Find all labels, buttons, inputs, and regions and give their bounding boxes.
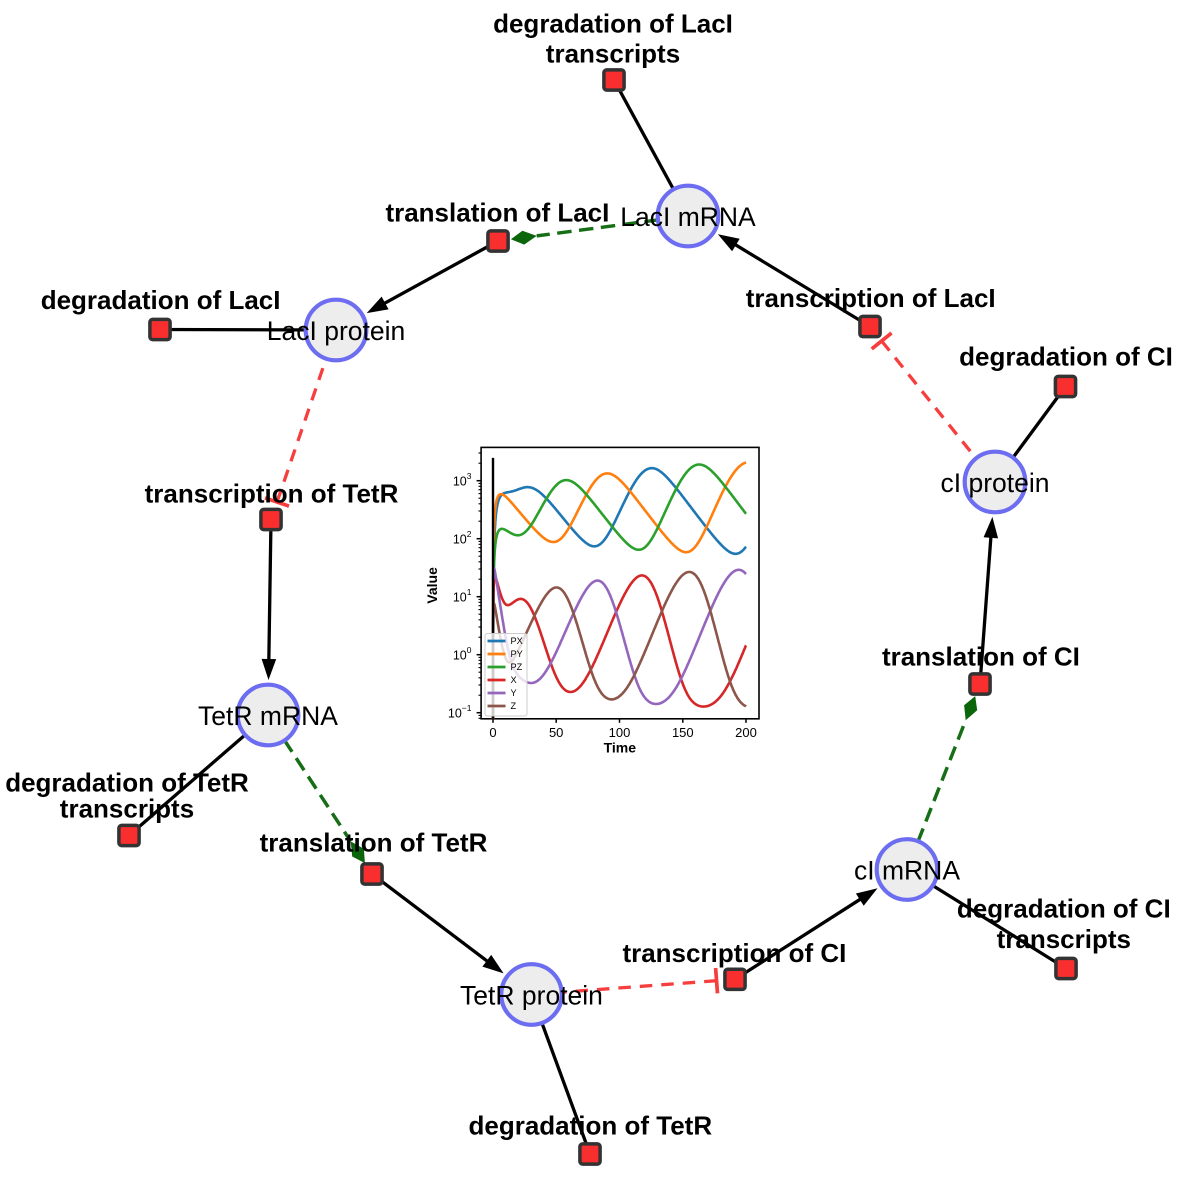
- svg-text:transcripts: transcripts: [997, 924, 1131, 954]
- svg-text:translation of TetR: translation of TetR: [260, 828, 488, 858]
- svg-text:TetR mRNA: TetR mRNA: [198, 701, 338, 731]
- svg-text:100: 100: [453, 645, 472, 663]
- svg-text:Y: Y: [511, 688, 517, 698]
- svg-text:transcripts: transcripts: [60, 794, 194, 824]
- svg-text:0: 0: [489, 725, 496, 740]
- svg-text:transcripts: transcripts: [546, 38, 680, 68]
- svg-text:Value: Value: [424, 567, 440, 604]
- svg-text:Z: Z: [511, 701, 517, 711]
- svg-text:degradation of TetR: degradation of TetR: [5, 768, 249, 798]
- svg-text:translation of LacI: translation of LacI: [385, 198, 609, 228]
- svg-text:degradation of CI: degradation of CI: [957, 894, 1171, 924]
- svg-text:101: 101: [453, 587, 472, 605]
- svg-text:100: 100: [609, 725, 631, 740]
- svg-text:10−1: 10−1: [448, 703, 472, 721]
- svg-text:Time: Time: [604, 740, 637, 756]
- svg-text:102: 102: [453, 529, 472, 547]
- svg-text:X: X: [511, 675, 517, 685]
- svg-text:TetR protein: TetR protein: [460, 981, 603, 1011]
- svg-text:200: 200: [735, 725, 757, 740]
- svg-text:150: 150: [672, 725, 694, 740]
- svg-text:translation of CI: translation of CI: [882, 642, 1080, 672]
- svg-text:LacI protein: LacI protein: [267, 316, 405, 346]
- svg-text:LacI mRNA: LacI mRNA: [620, 202, 756, 232]
- svg-text:cI mRNA: cI mRNA: [854, 856, 960, 886]
- svg-text:PX: PX: [511, 636, 523, 646]
- svg-text:degradation of LacI: degradation of LacI: [41, 285, 281, 315]
- svg-text:degradation of CI: degradation of CI: [959, 341, 1173, 371]
- svg-text:degradation of TetR: degradation of TetR: [468, 1110, 712, 1140]
- svg-text:degradation of LacI: degradation of LacI: [493, 8, 733, 38]
- svg-text:cI protein: cI protein: [940, 468, 1049, 498]
- svg-text:transcription of CI: transcription of CI: [622, 938, 846, 968]
- svg-text:PZ: PZ: [511, 662, 523, 672]
- svg-text:50: 50: [549, 725, 563, 740]
- svg-text:PY: PY: [511, 649, 523, 659]
- svg-text:transcription of TetR: transcription of TetR: [145, 479, 399, 509]
- svg-text:103: 103: [453, 471, 472, 489]
- svg-text:transcription of LacI: transcription of LacI: [746, 283, 996, 313]
